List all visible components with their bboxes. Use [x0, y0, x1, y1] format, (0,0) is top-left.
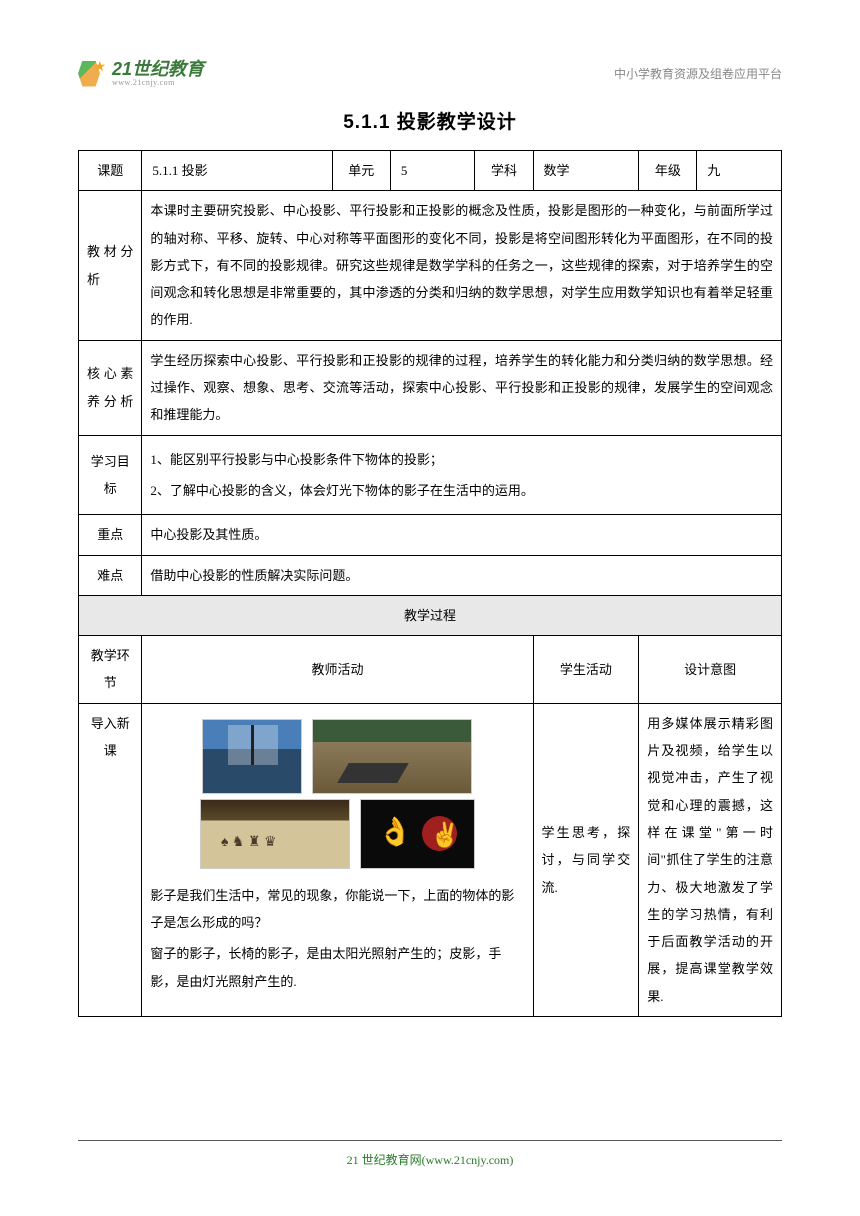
goals-text: 1、能区别平行投影与中心投影条件下物体的投影； 2、了解中心投影的含义，体会灯光… [142, 435, 782, 515]
columns-row: 教学环节 教师活动 学生活动 设计意图 [79, 636, 782, 704]
footer-divider [78, 1140, 782, 1141]
document-title: 5.1.1 投影教学设计 [78, 107, 782, 134]
intro-teacher: 👌 影子是我们生活中，常见的现象，你能说一下，上面的物体的影子是怎么形成的吗？ … [142, 703, 533, 1016]
subject-label: 学科 [475, 151, 533, 191]
col-phase: 教学环节 [79, 636, 142, 704]
header-subtitle: 中小学教育资源及组卷应用平台 [614, 65, 782, 82]
subject-value: 数学 [533, 151, 639, 191]
intro-row: 导入新课 👌 影子是我们生活中，常见的现象，你能说一下，上面的物体的影子是怎么形… [79, 703, 782, 1016]
hand-shadow-image: 👌 [360, 799, 475, 869]
core-row: 核 心 素 养 分 析 学生经历探索中心投影、平行投影和正投影的规律的过程，培养… [79, 340, 782, 435]
page-header: ★ 21世纪教育 www.21cnjy.com 中小学教育资源及组卷应用平台 [78, 60, 782, 87]
grade-label: 年级 [639, 151, 697, 191]
window-shadow-image [202, 719, 302, 794]
material-text: 本课时主要研究投影、中心投影、平行投影和正投影的概念及性质，投影是图形的一种变化… [142, 191, 782, 340]
intro-phase: 导入新课 [79, 703, 142, 1016]
unit-label: 单元 [332, 151, 390, 191]
process-header-row: 教学过程 [79, 595, 782, 635]
topic-label: 课题 [79, 151, 142, 191]
logo-icon: ★ [78, 61, 108, 87]
logo-url: www.21cnjy.com [112, 78, 204, 87]
lesson-plan-table: 课题 5.1.1 投影 单元 5 学科 数学 年级 九 教 材 分 析 本课时主… [78, 150, 782, 1017]
difficulty-label: 难点 [79, 555, 142, 595]
teacher-p1: 影子是我们生活中，常见的现象，你能说一下，上面的物体的影子是怎么形成的吗？ [150, 882, 524, 937]
intro-intent: 用多媒体展示精彩图片及视频，给学生以视觉冲击，产生了视觉和心理的震撼，这样在课堂… [639, 703, 782, 1016]
info-row: 课题 5.1.1 投影 单元 5 学科 数学 年级 九 [79, 151, 782, 191]
unit-value: 5 [390, 151, 475, 191]
col-teacher: 教师活动 [142, 636, 533, 704]
logo-title: 21世纪教育 [112, 60, 204, 78]
logo: ★ 21世纪教育 www.21cnjy.com [78, 60, 204, 87]
goals-row: 学习目标 1、能区别平行投影与中心投影条件下物体的投影； 2、了解中心投影的含义… [79, 435, 782, 515]
teacher-p2: 窗子的影子，长椅的影子，是由太阳光照射产生的；皮影，手影，是由灯光照射产生的. [150, 940, 524, 995]
topic-value: 5.1.1 投影 [142, 151, 332, 191]
goal-2: 2、了解中心投影的含义，体会灯光下物体的影子在生活中的运用。 [150, 477, 773, 504]
example-images: 👌 [150, 710, 524, 878]
intro-student: 学生思考，探讨，与同学交流. [533, 703, 639, 1016]
core-label: 核 心 素 养 分 析 [79, 340, 142, 435]
focus-text: 中心投影及其性质。 [142, 515, 782, 555]
difficulty-row: 难点 借助中心投影的性质解决实际问题。 [79, 555, 782, 595]
col-student: 学生活动 [533, 636, 639, 704]
grade-value: 九 [697, 151, 782, 191]
goals-label: 学习目标 [79, 435, 142, 515]
page-footer: 21 世纪教育网(www.21cnjy.com) [0, 1151, 860, 1168]
difficulty-text: 借助中心投影的性质解决实际问题。 [142, 555, 782, 595]
process-header: 教学过程 [79, 595, 782, 635]
col-intent: 设计意图 [639, 636, 782, 704]
goal-1: 1、能区别平行投影与中心投影条件下物体的投影； [150, 446, 773, 473]
core-text: 学生经历探索中心投影、平行投影和正投影的规律的过程，培养学生的转化能力和分类归纳… [142, 340, 782, 435]
focus-row: 重点 中心投影及其性质。 [79, 515, 782, 555]
shadow-puppet-image [200, 799, 350, 869]
bench-shadow-image [312, 719, 472, 794]
focus-label: 重点 [79, 515, 142, 555]
material-row: 教 材 分 析 本课时主要研究投影、中心投影、平行投影和正投影的概念及性质，投影… [79, 191, 782, 340]
material-label: 教 材 分 析 [79, 191, 142, 340]
